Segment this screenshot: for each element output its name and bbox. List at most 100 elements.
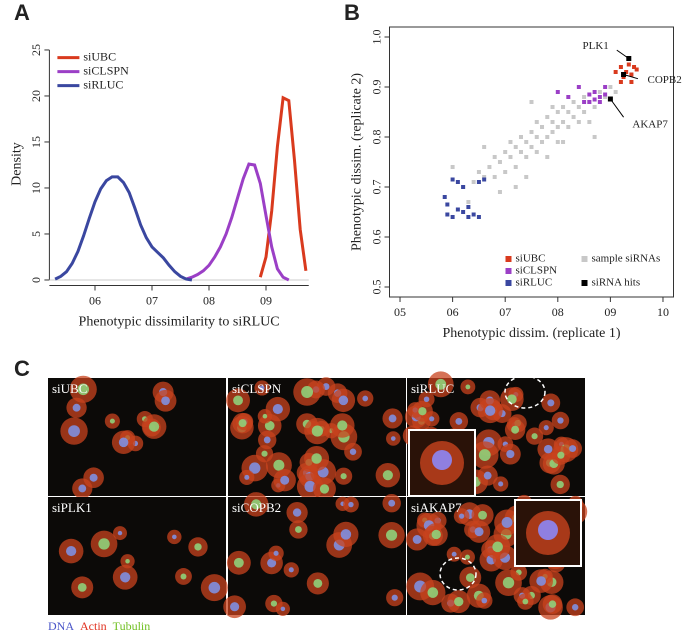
cell-nucleus [301, 386, 314, 398]
cell-nucleus [319, 484, 330, 494]
x-axis-label: Phenotypic dissimilarity to siRLUC [79, 315, 280, 330]
scatter-point [566, 95, 571, 99]
scatter-point [529, 100, 534, 104]
annotation-leader [609, 98, 624, 118]
density-curve [54, 175, 193, 282]
density-curve [185, 162, 290, 282]
scatter-point [608, 85, 613, 89]
scatter-point [466, 200, 471, 204]
scatter-point [482, 145, 487, 149]
scatter-point [482, 175, 487, 179]
cell-nucleus [66, 545, 77, 557]
cell-nucleus [251, 499, 262, 510]
channel-label: DNA [48, 619, 74, 633]
y-tick-label: 5 [29, 231, 43, 237]
cell-nucleus [511, 425, 520, 434]
scatter-point [524, 140, 529, 144]
cell-nucleus [571, 604, 579, 611]
cell-nucleus [484, 405, 496, 416]
cell-nucleus [109, 418, 115, 424]
cell-nucleus [261, 450, 268, 457]
x-axis-label: Phenotypic dissim. (replicate 1) [442, 326, 620, 341]
cell-nucleus [501, 516, 513, 528]
cell-nucleus [68, 425, 80, 437]
cell-nucleus [125, 558, 130, 564]
cell-nucleus [230, 602, 240, 612]
scatter-point [587, 120, 592, 124]
scatter-point [513, 145, 518, 149]
micrograph [228, 497, 406, 615]
scatter-point [555, 140, 560, 144]
y-tick-label: 0.5 [369, 280, 383, 295]
cell-nucleus [98, 538, 110, 550]
y-tick-label: 0.6 [369, 230, 383, 245]
scatter-point [445, 202, 450, 207]
scatter-point [529, 145, 534, 149]
cell-nucleus [474, 527, 484, 537]
cell-nucleus [556, 480, 564, 489]
cell-nucleus [531, 433, 538, 440]
scatter-point [576, 105, 581, 109]
image-label: siRLUC [411, 381, 454, 396]
cell-nucleus [548, 600, 557, 608]
x-tick-label: 08 [203, 293, 215, 307]
legend-label: sample siRNAs [592, 253, 661, 265]
cell-nucleus [464, 554, 470, 560]
cell-nucleus [77, 582, 87, 592]
scatter-point [550, 105, 555, 109]
scatter-point [534, 135, 539, 139]
cell-nucleus [117, 530, 123, 536]
legend-label: siUBC [516, 253, 546, 265]
scatter-point [524, 155, 529, 159]
scatter-point [582, 100, 587, 104]
y-axis-label: Density [10, 142, 25, 186]
cell-nucleus [362, 395, 369, 402]
y-axis-label: Phenotypic dissim. (replicate 2) [350, 73, 365, 251]
cell-nucleus [507, 394, 517, 405]
cell-nucleus [569, 445, 577, 453]
scatter-point [545, 155, 550, 159]
cell-nucleus [418, 407, 427, 416]
scatter-point [529, 130, 534, 134]
cell-nucleus [465, 573, 475, 582]
scatter-point [592, 105, 597, 109]
panel-label: B [344, 0, 360, 25]
cell-nucleus [180, 573, 187, 580]
legend-swatch [505, 256, 512, 262]
scatter-point [442, 195, 447, 199]
cell-nucleus [161, 396, 170, 406]
scatter-point [582, 110, 587, 114]
scatter-point [618, 65, 623, 69]
x-tick-label: 10 [657, 305, 669, 319]
legend-label: siCLSPN [516, 265, 558, 277]
image-grid: siUBC siCLSPN siRLUC siPLK1 siCOPB2 siAKAP7 [48, 371, 588, 620]
scatter-point [632, 65, 637, 69]
cell-nucleus [259, 385, 265, 391]
scatter-point [550, 120, 555, 124]
cell-nucleus [454, 596, 464, 607]
scatter-point [466, 215, 471, 219]
cell-nucleus [311, 453, 322, 464]
cell-nucleus [478, 449, 491, 461]
panel-label: C [14, 356, 30, 381]
cell-nucleus [431, 529, 441, 540]
scatter-point [587, 92, 592, 97]
cell-nucleus [390, 436, 396, 441]
cell-nucleus [272, 404, 283, 415]
scatter-point [566, 125, 571, 129]
cell-nucleus [337, 420, 348, 431]
cell-nucleus [172, 534, 177, 540]
scatter-point [466, 205, 471, 209]
cell-nucleus [458, 513, 465, 519]
cell-nucleus [455, 417, 463, 425]
scatter-point [476, 170, 481, 174]
cell-nucleus [304, 480, 316, 493]
scatter-point [518, 150, 523, 154]
scatter-point [592, 97, 597, 102]
y-tick-label: 1.0 [369, 30, 383, 45]
legend-label: siRLUC [83, 77, 123, 91]
cell-nucleus [338, 395, 349, 406]
scatter-point [492, 175, 497, 179]
image-label: siCOPB2 [232, 500, 281, 515]
scatter-point [597, 95, 602, 99]
